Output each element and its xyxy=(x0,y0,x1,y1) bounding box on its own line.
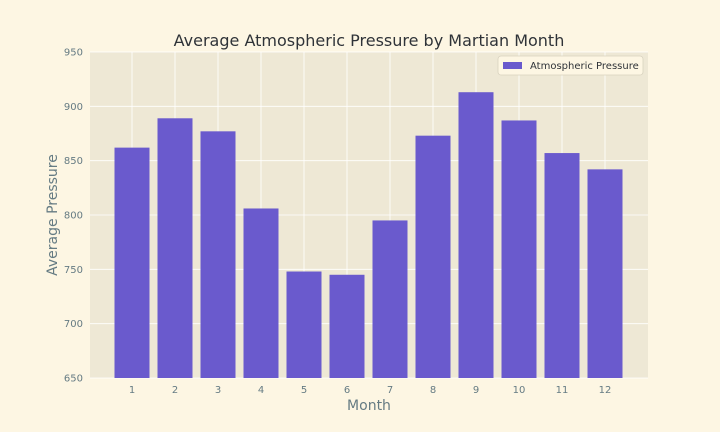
x-tick-label: 10 xyxy=(513,385,526,396)
legend-label: Atmospheric Pressure xyxy=(530,61,639,72)
legend: Atmospheric Pressure xyxy=(497,55,644,76)
bar-month-9 xyxy=(458,92,494,378)
bar-month-1 xyxy=(114,147,150,378)
x-tick-label: 4 xyxy=(258,385,264,396)
bar-month-8 xyxy=(415,135,451,378)
legend-swatch xyxy=(503,62,522,69)
x-tick-label: 2 xyxy=(172,385,178,396)
y-axis-title: Average Pressure xyxy=(45,154,61,276)
y-tick-label: 950 xyxy=(64,48,83,59)
y-tick-label: 750 xyxy=(64,265,83,276)
x-tick-label: 3 xyxy=(215,385,221,396)
bar-month-10 xyxy=(501,120,537,379)
bar-month-12 xyxy=(587,169,623,378)
legend-box xyxy=(497,55,644,76)
y-tick-label: 650 xyxy=(64,374,83,385)
x-axis-ticks: 1 2 3 4 5 6 7 8 9 10 11 12 xyxy=(129,385,612,396)
x-tick-label: 6 xyxy=(344,385,350,396)
bar-month-5 xyxy=(286,271,322,378)
bars xyxy=(114,92,623,379)
bar-month-11 xyxy=(544,153,580,378)
bar-month-3 xyxy=(200,131,236,378)
chart-title: Average Atmospheric Pressure by Martian … xyxy=(174,31,565,50)
x-tick-label: 1 xyxy=(129,385,135,396)
x-tick-label: 5 xyxy=(301,385,307,396)
x-axis-title: Month xyxy=(347,398,391,414)
x-tick-label: 11 xyxy=(556,385,569,396)
bar-month-7 xyxy=(372,220,408,378)
y-axis-ticks: 650 700 750 800 850 900 950 xyxy=(64,48,83,385)
y-tick-label: 700 xyxy=(64,319,83,330)
y-tick-label: 800 xyxy=(64,211,83,222)
bar-month-6 xyxy=(329,274,365,378)
x-tick-label: 7 xyxy=(387,385,393,396)
y-tick-label: 850 xyxy=(64,156,83,167)
x-tick-label: 9 xyxy=(473,385,479,396)
y-tick-label: 900 xyxy=(64,102,83,113)
x-tick-label: 8 xyxy=(430,385,436,396)
bar-month-2 xyxy=(157,118,193,378)
bar-month-4 xyxy=(243,208,279,378)
x-tick-label: 12 xyxy=(599,385,612,396)
